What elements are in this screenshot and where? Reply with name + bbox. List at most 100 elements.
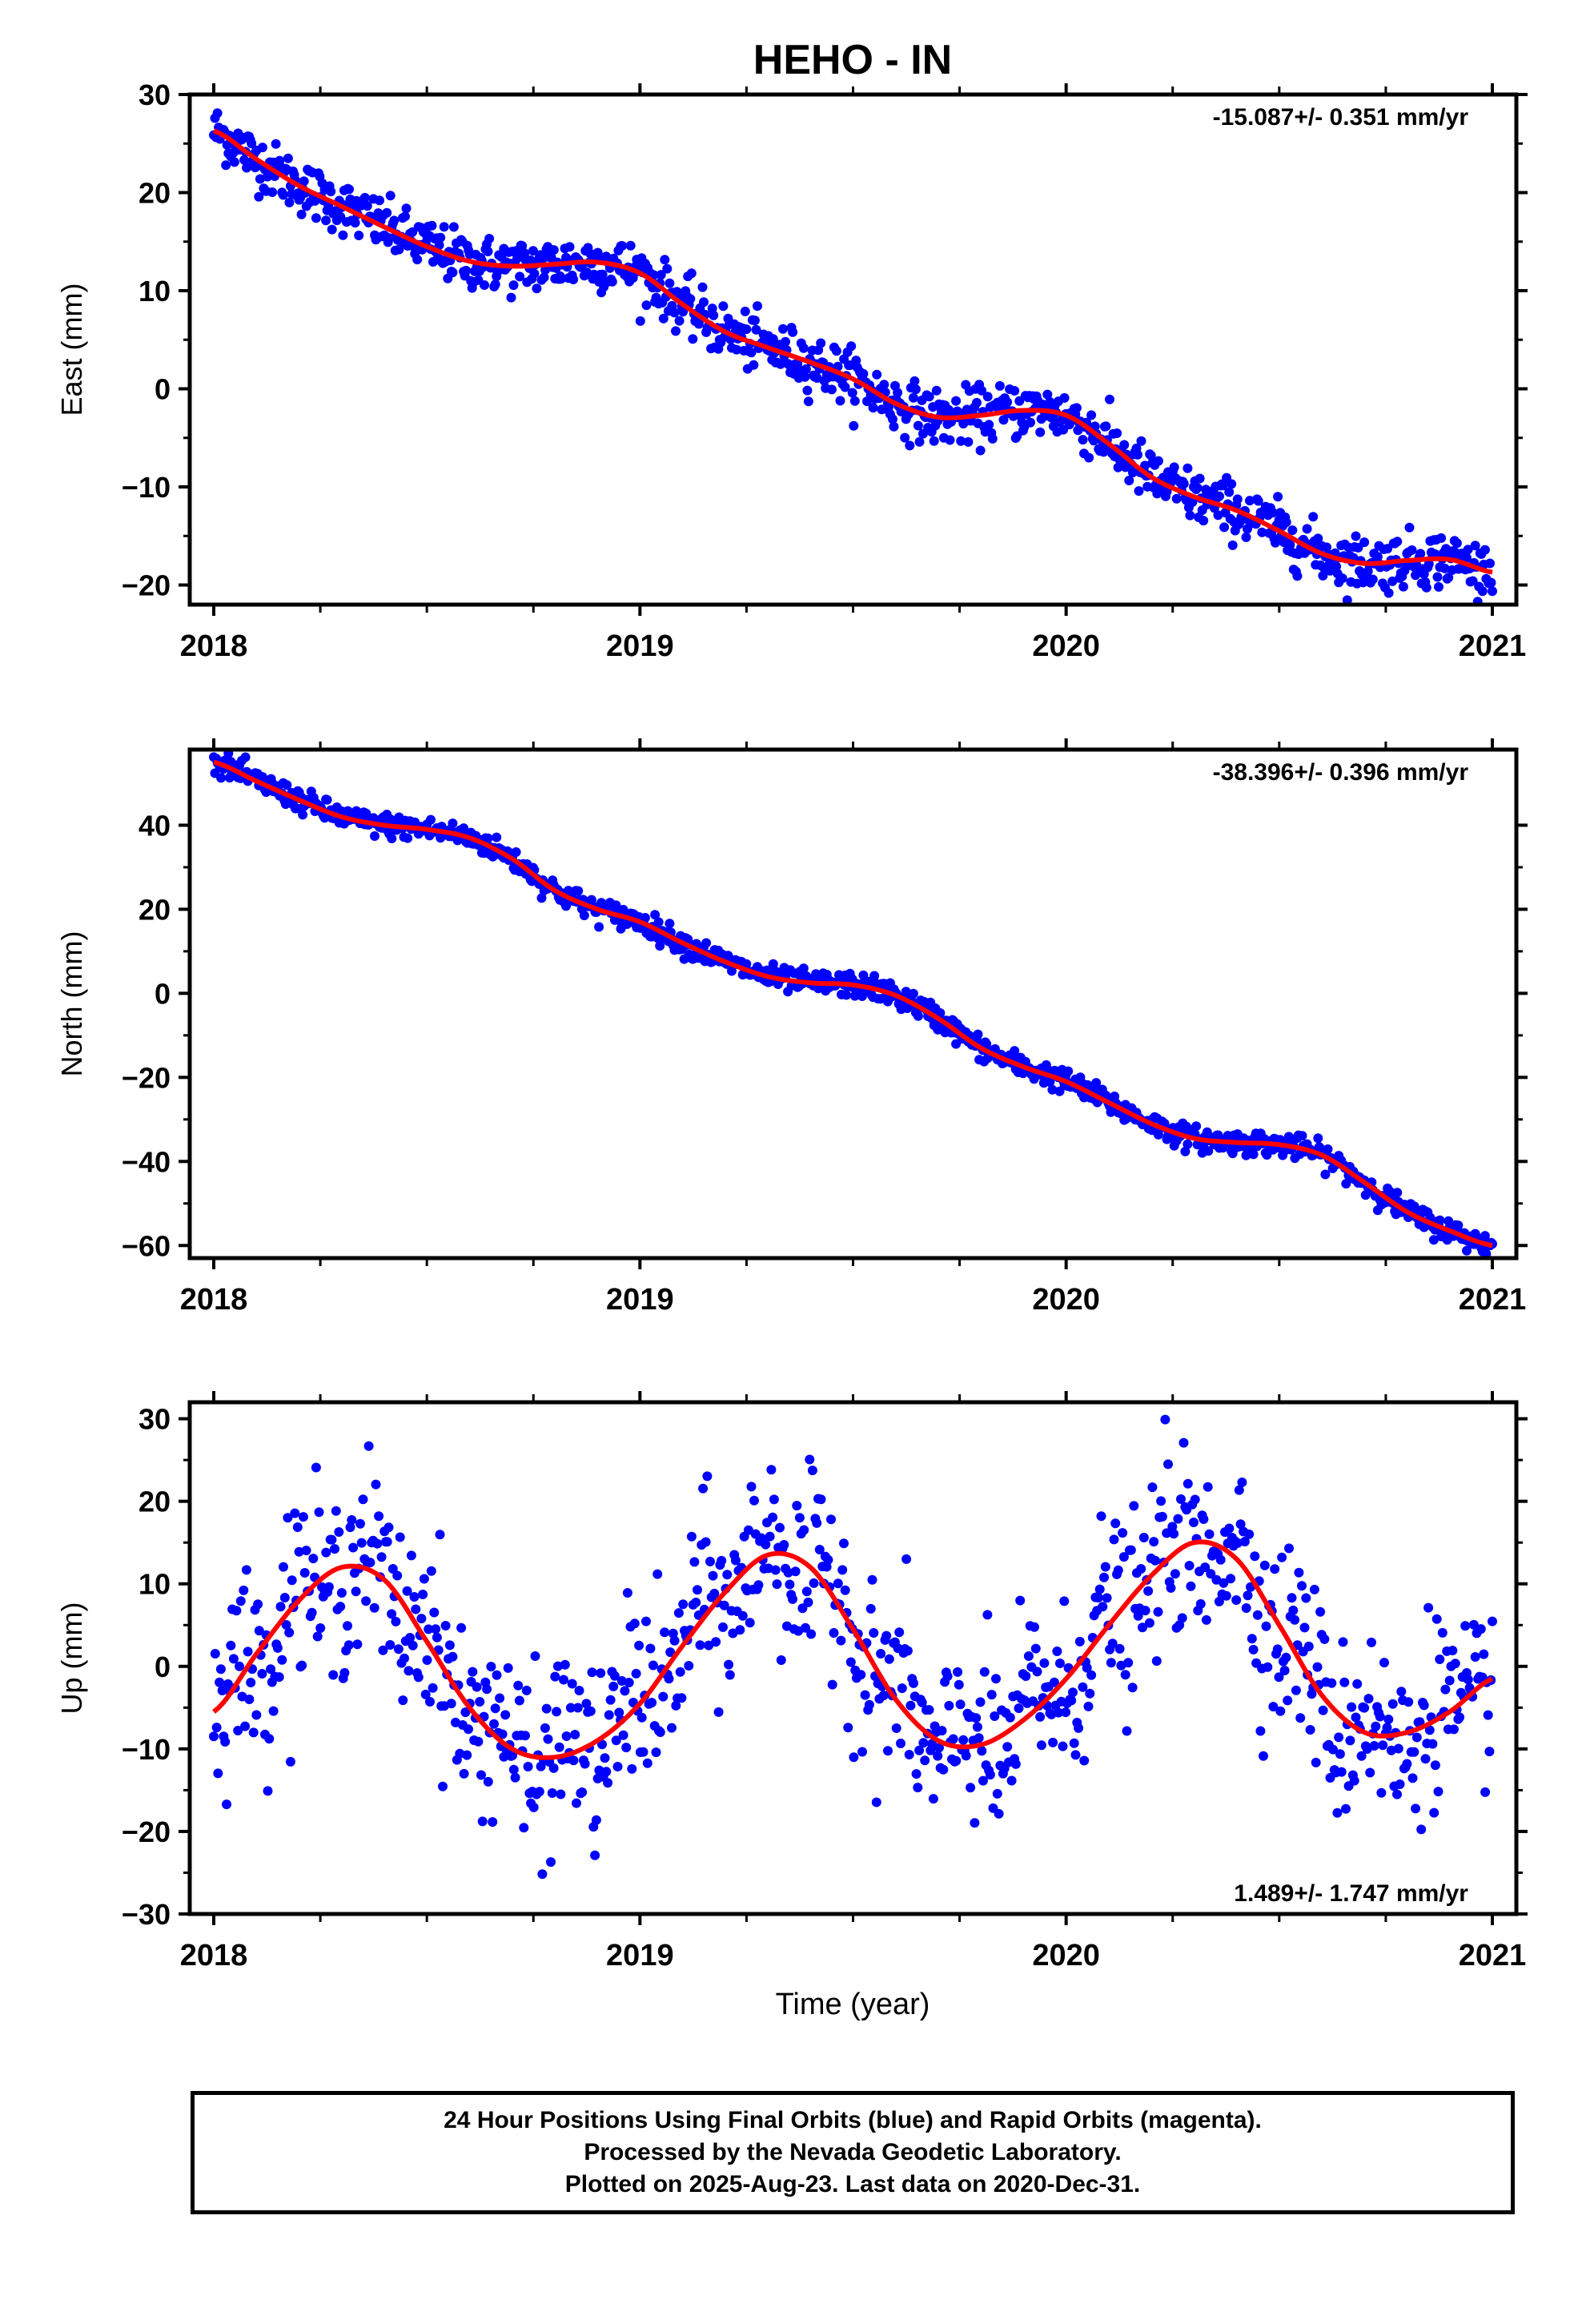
east-point bbox=[909, 376, 920, 386]
up-point bbox=[1312, 1662, 1323, 1672]
up-point bbox=[833, 1578, 843, 1589]
east-point bbox=[242, 163, 252, 173]
east-point bbox=[1084, 452, 1094, 463]
east-point bbox=[656, 270, 666, 280]
east-point bbox=[326, 187, 336, 197]
east-point bbox=[914, 436, 925, 447]
up-point bbox=[540, 1723, 550, 1733]
up-point bbox=[860, 1690, 870, 1700]
up-point bbox=[737, 1610, 748, 1621]
east-point bbox=[1387, 576, 1398, 586]
up-point bbox=[391, 1616, 401, 1626]
up-point bbox=[577, 1787, 588, 1797]
up-point bbox=[402, 1586, 412, 1596]
up-point bbox=[839, 1538, 849, 1549]
east-point bbox=[945, 435, 955, 445]
east-point bbox=[1404, 522, 1415, 533]
east-point bbox=[382, 207, 392, 218]
east-point bbox=[660, 255, 670, 265]
north-point bbox=[403, 833, 413, 843]
up-point bbox=[864, 1699, 874, 1710]
up-point bbox=[1086, 1670, 1097, 1680]
up-point bbox=[328, 1670, 339, 1680]
up-point bbox=[435, 1530, 445, 1540]
up-point bbox=[1085, 1688, 1095, 1699]
up-point bbox=[331, 1506, 341, 1516]
up-point bbox=[1339, 1677, 1350, 1687]
north-point bbox=[426, 814, 436, 825]
up-point bbox=[283, 1513, 293, 1523]
up-point bbox=[409, 1592, 420, 1602]
up-point bbox=[709, 1588, 720, 1598]
up-point bbox=[1214, 1596, 1224, 1606]
east-y-tick-label: 30 bbox=[139, 78, 171, 111]
up-point bbox=[713, 1707, 724, 1717]
east-point bbox=[299, 176, 309, 187]
east-point bbox=[1470, 541, 1480, 551]
east-point bbox=[1287, 525, 1298, 536]
up-point bbox=[668, 1628, 678, 1638]
up-point bbox=[1338, 1637, 1348, 1647]
up-point bbox=[550, 1671, 560, 1682]
up-point bbox=[1055, 1659, 1065, 1668]
east-point bbox=[1271, 537, 1280, 548]
up-point bbox=[400, 1653, 409, 1663]
up-point bbox=[476, 1770, 486, 1780]
north-point bbox=[387, 834, 397, 843]
up-point bbox=[1283, 1695, 1293, 1706]
east-point bbox=[1292, 571, 1303, 581]
up-point bbox=[387, 1609, 397, 1619]
north-point bbox=[913, 1011, 923, 1021]
up-point bbox=[383, 1522, 394, 1533]
east-point bbox=[617, 241, 627, 251]
east-point bbox=[849, 396, 860, 406]
east-point bbox=[858, 368, 869, 379]
east-point bbox=[1059, 392, 1070, 403]
up-point bbox=[779, 1540, 789, 1550]
up-point bbox=[1351, 1712, 1361, 1723]
up-point bbox=[420, 1689, 431, 1699]
up-point bbox=[1079, 1755, 1090, 1766]
east-point bbox=[1042, 389, 1053, 400]
up-point bbox=[629, 1618, 640, 1629]
up-point bbox=[226, 1640, 236, 1651]
up-point bbox=[836, 1635, 846, 1646]
up-point bbox=[869, 1628, 879, 1638]
east-point bbox=[267, 187, 278, 197]
up-point bbox=[1447, 1646, 1458, 1655]
up-point bbox=[1036, 1740, 1046, 1751]
up-point bbox=[1261, 1621, 1271, 1631]
up-point bbox=[955, 1699, 966, 1710]
north-x-tick-label: 2019 bbox=[606, 1283, 674, 1317]
up-point bbox=[587, 1667, 597, 1678]
east-point bbox=[1178, 479, 1189, 489]
up-point bbox=[413, 1672, 424, 1683]
up-point bbox=[805, 1454, 815, 1465]
east-point bbox=[1105, 394, 1114, 404]
up-point bbox=[770, 1565, 781, 1575]
up-point bbox=[521, 1685, 532, 1695]
up-point bbox=[398, 1695, 408, 1706]
up-point bbox=[765, 1531, 775, 1542]
up-point bbox=[1030, 1643, 1041, 1654]
up-point bbox=[1204, 1529, 1215, 1539]
up-point bbox=[1160, 1414, 1170, 1425]
up-point bbox=[953, 1667, 963, 1677]
east-point bbox=[749, 316, 760, 326]
up-point bbox=[1243, 1590, 1253, 1601]
east-point bbox=[436, 232, 446, 243]
east-point bbox=[641, 300, 652, 311]
up-point bbox=[1365, 1767, 1375, 1778]
up-point bbox=[827, 1679, 837, 1690]
east-point bbox=[951, 396, 962, 406]
east-point bbox=[400, 211, 410, 222]
east-point bbox=[1423, 559, 1434, 569]
up-point bbox=[1006, 1775, 1017, 1786]
up-point bbox=[307, 1607, 317, 1618]
east-point bbox=[801, 364, 811, 374]
north-y-axis-label: North (mm) bbox=[55, 931, 88, 1077]
up-scatter-points bbox=[209, 1414, 1497, 1880]
up-x-tick-label: 2019 bbox=[606, 1939, 674, 1972]
east-point bbox=[709, 310, 719, 320]
up-point bbox=[871, 1797, 881, 1807]
